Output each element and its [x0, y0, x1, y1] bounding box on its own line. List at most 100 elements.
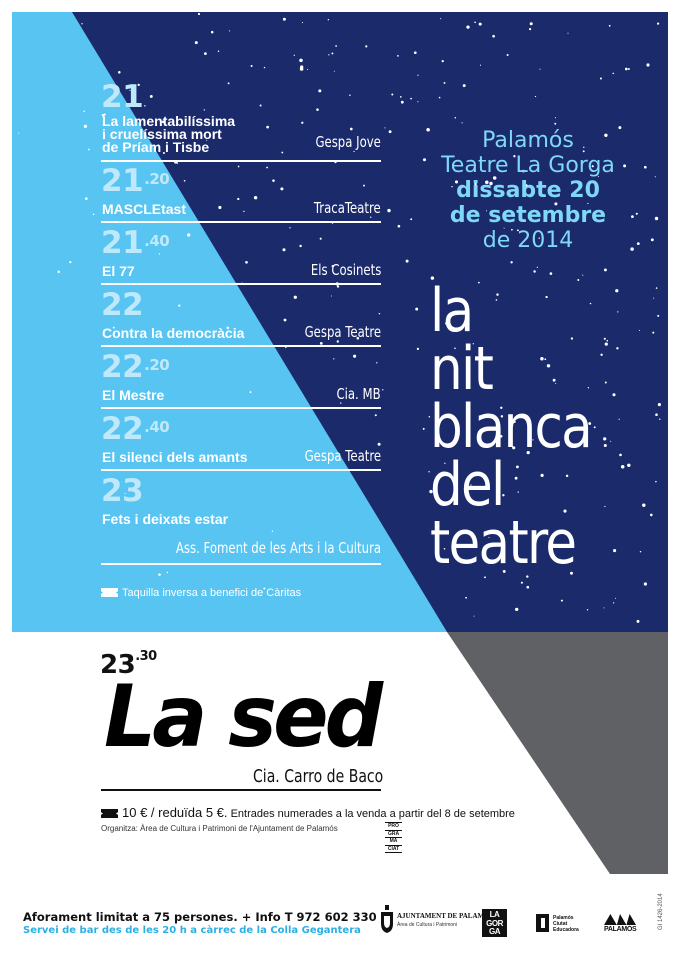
star	[627, 68, 630, 70]
program-time: 22	[101, 287, 144, 323]
star	[603, 607, 605, 609]
star	[293, 295, 297, 299]
program-company: Cia. MB	[336, 385, 381, 403]
star	[526, 585, 530, 589]
star	[623, 164, 627, 168]
star	[194, 41, 198, 45]
headline-time: 23.30	[100, 649, 157, 680]
star	[316, 108, 319, 111]
star	[335, 45, 337, 47]
star	[566, 559, 571, 563]
star-field	[18, 12, 661, 623]
star	[466, 25, 470, 29]
program-time: 23	[101, 473, 144, 509]
program-rule	[101, 469, 381, 471]
star	[301, 22, 303, 24]
star	[365, 45, 368, 48]
star	[301, 121, 304, 124]
star	[422, 427, 425, 430]
star	[639, 329, 641, 331]
star	[299, 58, 303, 63]
star	[465, 596, 467, 599]
program-company: Els Cosinets	[310, 261, 381, 279]
star	[603, 443, 607, 448]
programa-ciat-logo: PRO GRA MA CIAT	[385, 822, 402, 853]
capacity-info: Aforament limitat a 75 persones. + Info …	[23, 910, 377, 924]
program-time: 21	[101, 79, 144, 115]
star	[554, 117, 557, 119]
star	[636, 619, 640, 623]
venue-block: Palamós Teatre La Gorga dissabte 20 de s…	[408, 128, 648, 253]
star	[429, 489, 433, 494]
star	[510, 261, 513, 264]
star	[554, 202, 558, 206]
star	[83, 110, 85, 112]
star	[473, 615, 475, 617]
star	[283, 318, 287, 322]
star	[604, 342, 608, 346]
program-rule	[101, 407, 381, 409]
star	[583, 146, 585, 148]
program-company: TracaTeatre	[314, 199, 381, 217]
star	[18, 132, 20, 134]
star	[299, 244, 302, 248]
star	[613, 549, 617, 553]
event-date-line2: de setembre	[449, 203, 607, 228]
program-company: Ass. Foment de les Arts i la Cultura	[175, 539, 381, 557]
star	[237, 165, 240, 168]
star	[606, 339, 609, 342]
star	[567, 32, 569, 34]
star	[416, 347, 420, 351]
star	[512, 446, 516, 450]
star	[384, 127, 386, 129]
star	[643, 165, 647, 169]
star	[603, 268, 607, 272]
star	[618, 126, 622, 130]
star	[654, 176, 656, 178]
venue-town: Palamós	[482, 128, 574, 153]
price-main: 10 € / reduïda 5 €.	[122, 805, 228, 820]
star	[357, 207, 359, 209]
star	[517, 491, 519, 493]
ticket-icon	[101, 809, 118, 818]
star	[616, 347, 619, 350]
star	[604, 133, 608, 138]
star	[250, 64, 253, 68]
star	[478, 22, 482, 26]
star	[149, 94, 153, 98]
star	[492, 34, 495, 38]
star	[617, 311, 619, 313]
star	[593, 426, 596, 429]
prices-line: 10 € / reduïda 5 €. Entrades numerades a…	[101, 805, 515, 820]
star	[441, 59, 444, 63]
star	[474, 21, 476, 24]
star	[271, 530, 274, 532]
star	[659, 418, 661, 420]
star	[245, 260, 248, 264]
program-company: Gespa Teatre	[304, 323, 381, 341]
star	[445, 322, 448, 325]
star	[525, 184, 528, 187]
star	[563, 509, 567, 513]
star	[526, 575, 529, 578]
star	[570, 571, 573, 575]
star	[237, 197, 240, 201]
event-title: la nit blanca del teatre	[430, 276, 593, 578]
star	[612, 393, 616, 397]
program-rule	[101, 563, 381, 565]
star	[488, 536, 490, 538]
star	[281, 151, 284, 154]
star	[397, 55, 399, 57]
star	[479, 64, 482, 66]
star	[608, 24, 611, 27]
star	[289, 227, 291, 229]
star	[428, 415, 431, 418]
star	[657, 22, 660, 25]
program-time: 21.40	[101, 225, 170, 261]
star	[642, 503, 646, 507]
star	[532, 439, 534, 441]
star	[263, 66, 266, 69]
star	[591, 165, 594, 168]
program-title: Fets i deixats estar	[102, 511, 229, 527]
star	[619, 453, 622, 457]
